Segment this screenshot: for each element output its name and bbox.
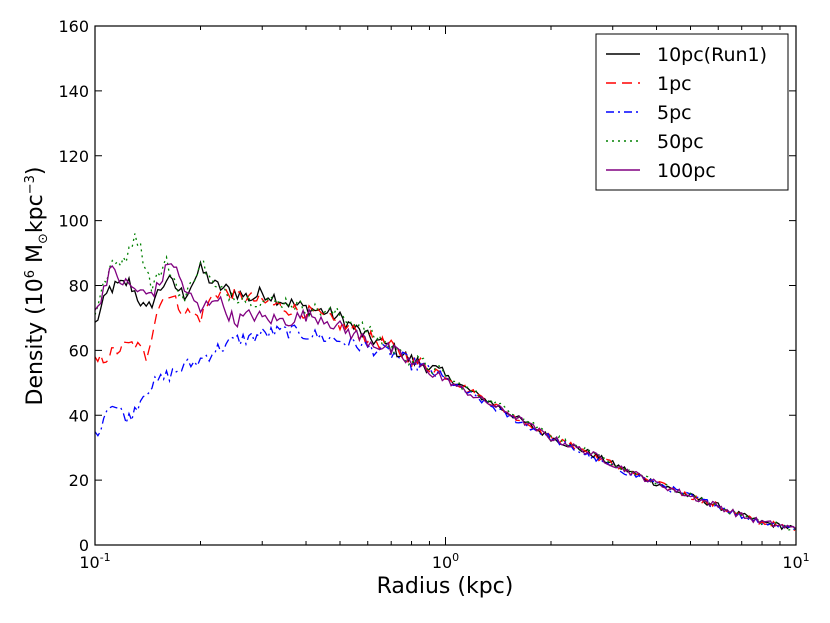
legend-label: 5pc [657, 102, 692, 124]
plot-frame [94, 25, 797, 546]
y-tick-label: 60 [69, 341, 89, 360]
x-tick-labels: 10-1 100 101 [79, 551, 809, 572]
x-tick-label: 100 [432, 551, 459, 572]
y-tick-labels: 0 20 40 60 80 100 120 140 160 [58, 17, 89, 555]
y-tick-label: 80 [69, 277, 89, 296]
y-tick-label: 160 [58, 17, 89, 36]
x-axis-title: Radius (kpc) [377, 574, 514, 599]
legend-label: 1pc [657, 73, 692, 95]
x-tick-label: 10-1 [79, 551, 110, 572]
series-layer [95, 233, 796, 533]
y-axis-title: Density (106 M⊙kpc−3) [23, 167, 51, 406]
y-tick-label: 100 [58, 212, 89, 231]
y-tick-label: 140 [58, 82, 89, 101]
series-line-1pc [95, 286, 796, 533]
legend-label: 100pc [657, 160, 716, 182]
legend-label: 50pc [657, 131, 704, 153]
y-tick-label: 20 [69, 471, 89, 490]
y-tick-label: 120 [58, 147, 89, 166]
y-tick-label: 0 [79, 536, 89, 555]
y-tick-label: 40 [69, 406, 89, 425]
series-line-100pc [95, 263, 796, 530]
legend-label: 10pc(Run1) [657, 44, 767, 66]
legend: 10pc(Run1) 1pc 5pc 50pc 100pc [595, 33, 789, 191]
x-tick-label: 101 [782, 551, 809, 572]
